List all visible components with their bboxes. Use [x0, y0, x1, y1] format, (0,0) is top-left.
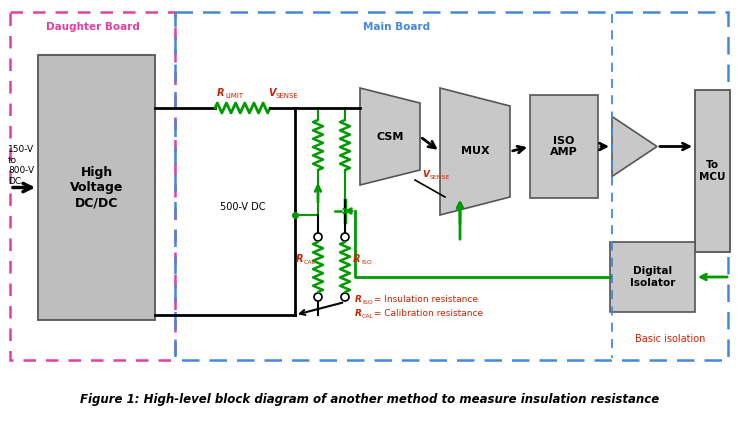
- Polygon shape: [612, 117, 657, 176]
- Polygon shape: [440, 88, 510, 215]
- Text: To
MCU: To MCU: [699, 160, 726, 182]
- Circle shape: [314, 293, 322, 301]
- Text: SENSE: SENSE: [430, 175, 450, 180]
- Text: 500-V DC: 500-V DC: [220, 202, 266, 212]
- Text: Digital
Isolator: Digital Isolator: [630, 266, 675, 288]
- Text: R: R: [355, 309, 362, 318]
- Text: R: R: [355, 295, 362, 304]
- Text: CAL: CAL: [304, 260, 316, 265]
- Text: R: R: [296, 254, 303, 264]
- Circle shape: [341, 293, 349, 301]
- Text: Basic isolation: Basic isolation: [635, 334, 705, 344]
- Text: = Calibration resistance: = Calibration resistance: [371, 309, 483, 318]
- Text: CAL: CAL: [362, 314, 374, 319]
- Text: ISO: ISO: [362, 300, 373, 305]
- Text: V: V: [422, 170, 429, 179]
- Circle shape: [341, 233, 349, 241]
- Text: SENSE: SENSE: [276, 93, 299, 99]
- Text: = Insulation resistance: = Insulation resistance: [371, 295, 478, 304]
- Text: MUX: MUX: [461, 147, 489, 156]
- FancyBboxPatch shape: [610, 242, 695, 312]
- Text: LIMIT: LIMIT: [225, 93, 243, 99]
- FancyBboxPatch shape: [530, 95, 598, 198]
- Text: High
Voltage
DC/DC: High Voltage DC/DC: [70, 166, 123, 209]
- Circle shape: [314, 233, 322, 241]
- Text: R: R: [217, 88, 224, 98]
- Text: Figure 1: High-level block diagram of another method to measure insulation resis: Figure 1: High-level block diagram of an…: [81, 393, 659, 407]
- Text: Daughter Board: Daughter Board: [46, 22, 139, 32]
- Text: R: R: [353, 254, 360, 264]
- FancyBboxPatch shape: [38, 55, 155, 320]
- Text: ISO: ISO: [361, 260, 371, 265]
- Text: Main Board: Main Board: [363, 22, 430, 32]
- Text: CSM: CSM: [377, 131, 404, 142]
- FancyBboxPatch shape: [695, 90, 730, 252]
- Text: V: V: [268, 88, 275, 98]
- Polygon shape: [360, 88, 420, 185]
- Text: 150-V
to
800-V
DC: 150-V to 800-V DC: [8, 145, 34, 186]
- Text: ISO
AMP: ISO AMP: [550, 136, 578, 157]
